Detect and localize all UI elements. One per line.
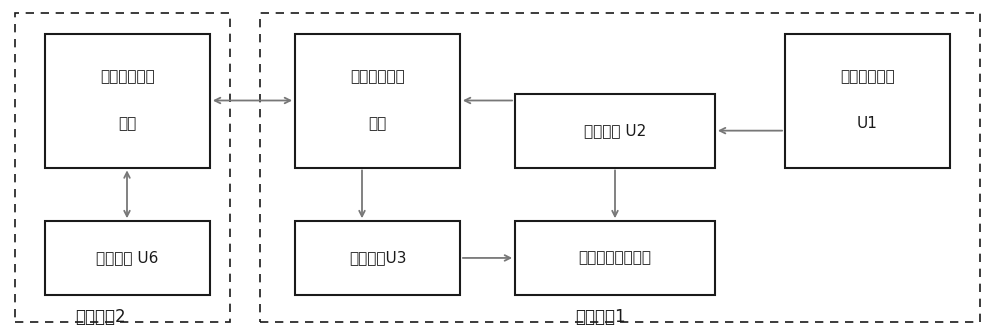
- Text: 控制电路2: 控制电路2: [75, 308, 125, 326]
- Bar: [15, 13, 230, 322]
- Text: 模块: 模块: [368, 117, 387, 131]
- Text: 控制模块 U6: 控制模块 U6: [96, 251, 159, 265]
- Bar: [45, 221, 210, 295]
- Bar: [295, 34, 460, 168]
- Text: 居极电阵控制模块: 居极电阵控制模块: [578, 251, 652, 265]
- Bar: [515, 94, 715, 168]
- Text: 驱动电路1: 驱动电路1: [575, 308, 625, 326]
- Text: U1: U1: [857, 117, 878, 131]
- Text: 比较模块 U2: 比较模块 U2: [584, 123, 646, 138]
- Text: 驱动模块U3: 驱动模块U3: [349, 251, 406, 265]
- Bar: [295, 221, 460, 295]
- Bar: [515, 221, 715, 295]
- Text: 第一光纤收发: 第一光纤收发: [350, 70, 405, 84]
- Text: 第二光纤收发: 第二光纤收发: [100, 70, 155, 84]
- Text: 模块: 模块: [118, 117, 137, 131]
- Text: 电压采集模块: 电压采集模块: [840, 70, 895, 84]
- Bar: [45, 34, 210, 168]
- Bar: [260, 13, 980, 322]
- Bar: [785, 34, 950, 168]
